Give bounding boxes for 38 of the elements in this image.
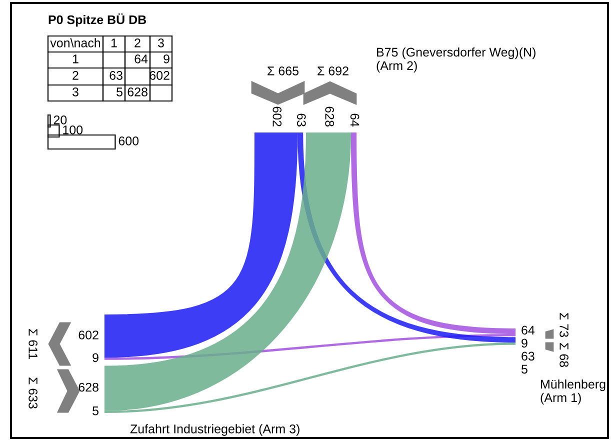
text: Σ 692: [318, 66, 348, 76]
text: 63: [296, 114, 306, 126]
text: Σ 68: [560, 343, 568, 368]
data-label: 64: [134, 54, 148, 64]
text: von\nach: [50, 38, 100, 48]
text: 602: [78, 330, 98, 340]
category-label: 2: [134, 38, 140, 48]
text: 64: [350, 114, 360, 127]
text: 600: [118, 136, 139, 146]
data-label: 9: [164, 54, 170, 64]
text: Σ 665: [268, 66, 299, 76]
text: 602: [272, 106, 282, 126]
text: 5: [522, 364, 528, 374]
text: 628: [78, 382, 98, 392]
text: 5: [92, 406, 98, 416]
category-label: 3: [72, 88, 78, 96]
text: Σ 73: [560, 313, 568, 338]
text: 9: [92, 353, 98, 362]
text: Zufahrt Industriegebiet (Arm 3): [130, 424, 300, 436]
data-label: 63: [110, 71, 122, 80]
text: 100: [63, 126, 83, 134]
data-label: 628: [128, 88, 148, 96]
text: 9: [522, 338, 528, 348]
text: Σ 611: [28, 329, 38, 359]
text: Mühlenberg (Arm 1): [540, 379, 606, 405]
text: 628: [325, 106, 334, 126]
text: 20: [54, 116, 67, 124]
text: B75 (Gneversdorfer Weg)(N) (Arm 2): [376, 47, 536, 73]
text: 63: [522, 352, 534, 361]
data-label: 5: [116, 88, 122, 96]
category-label: 3: [158, 38, 164, 48]
text: Σ 633: [28, 378, 38, 408]
category-label: 1: [72, 54, 78, 64]
category-label: 2: [72, 71, 78, 80]
data-label: 602: [150, 71, 170, 80]
category-label: 1: [111, 38, 117, 48]
text: P0 Spitze BÜ DB: [48, 13, 146, 27]
text: 64: [522, 326, 535, 335]
